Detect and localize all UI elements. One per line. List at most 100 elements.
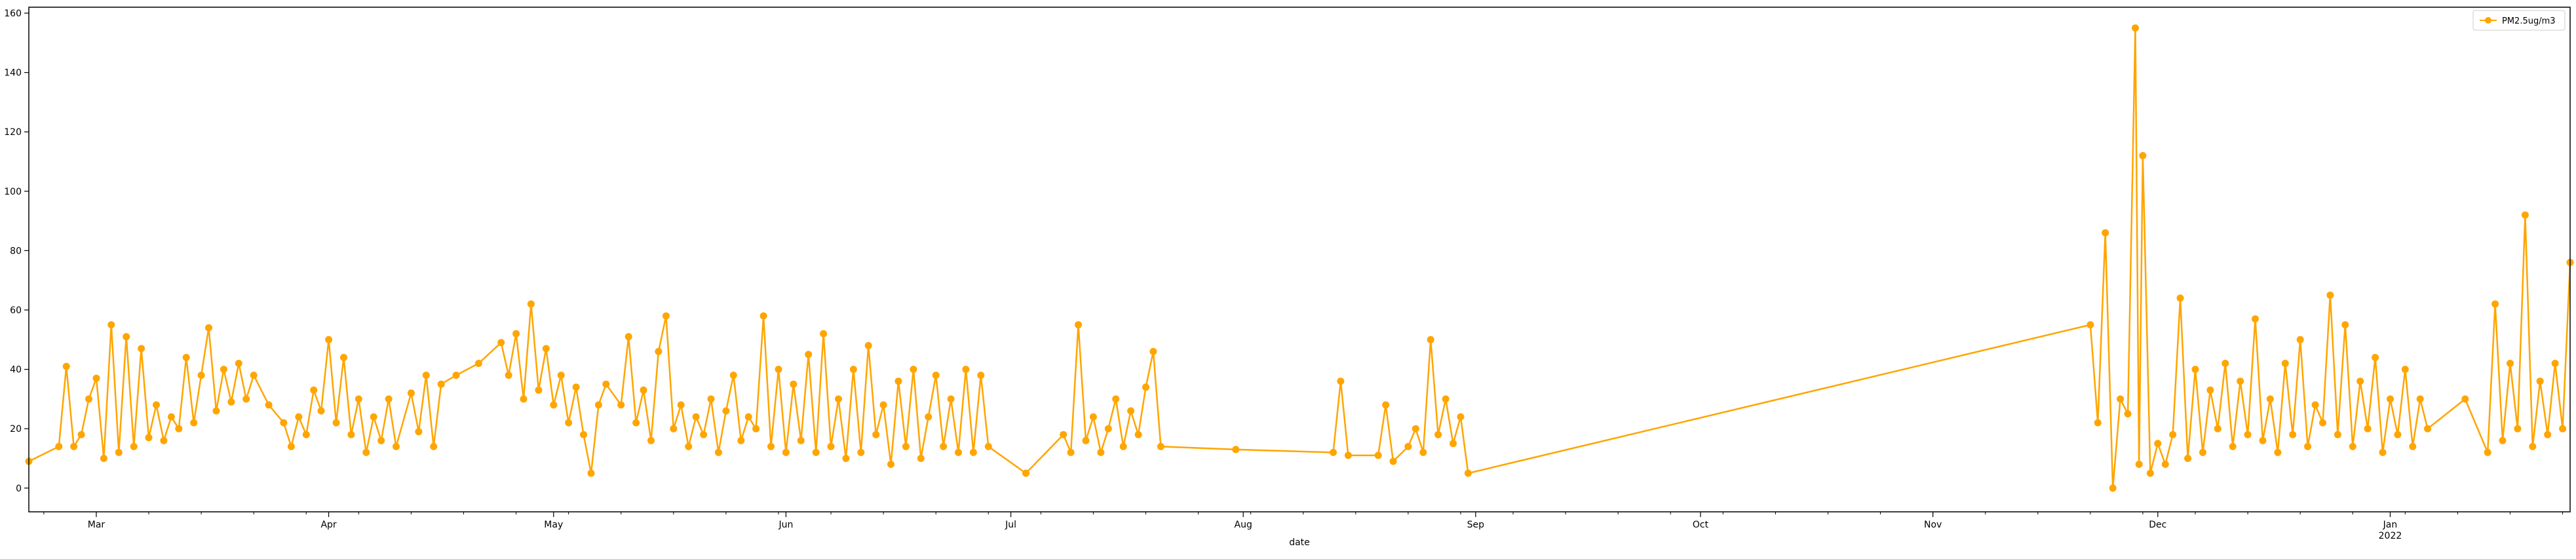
data-point xyxy=(280,419,288,427)
data-point xyxy=(1134,431,1142,438)
data-point xyxy=(1232,446,1240,453)
data-point xyxy=(1060,431,1067,438)
data-point xyxy=(1419,448,1427,456)
data-point xyxy=(625,333,632,341)
data-point xyxy=(2311,401,2319,409)
data-point xyxy=(962,366,970,374)
data-point xyxy=(2394,431,2402,438)
data-point xyxy=(2139,152,2147,159)
data-point xyxy=(722,407,730,415)
data-point xyxy=(265,401,273,409)
data-point xyxy=(2274,448,2282,456)
data-point xyxy=(2086,321,2094,329)
data-point xyxy=(2319,419,2326,427)
data-point xyxy=(85,395,92,403)
data-point xyxy=(1157,442,1164,450)
x-tick-label: Jun xyxy=(778,520,793,530)
data-point xyxy=(782,448,790,456)
data-point xyxy=(1344,452,1352,459)
data-point xyxy=(167,413,175,421)
data-point xyxy=(2244,431,2252,438)
data-point xyxy=(2521,211,2529,219)
data-point xyxy=(212,407,220,415)
data-point xyxy=(250,372,258,379)
data-point xyxy=(647,436,655,444)
x-axis-label: date xyxy=(1289,537,1310,548)
data-point xyxy=(2102,229,2109,237)
data-point xyxy=(332,419,340,427)
legend-entry-label: PM2.5ug/m3 xyxy=(2502,16,2556,26)
data-point xyxy=(295,413,303,421)
data-point xyxy=(2191,366,2199,374)
data-point xyxy=(2199,448,2206,456)
data-point xyxy=(940,442,948,450)
legend-box xyxy=(2472,10,2566,31)
data-point xyxy=(1412,425,1419,433)
x-tick-label: Apr xyxy=(320,520,336,530)
data-point xyxy=(2461,395,2469,403)
data-point xyxy=(385,395,393,403)
data-point xyxy=(227,398,235,406)
data-point xyxy=(2221,360,2229,367)
data-point xyxy=(842,455,850,462)
data-point xyxy=(984,442,992,450)
data-point xyxy=(497,339,505,347)
x-tick-label: Sep xyxy=(1467,520,1485,530)
data-point xyxy=(287,442,295,450)
data-point xyxy=(2132,24,2139,32)
data-point xyxy=(820,330,828,337)
data-point xyxy=(2334,431,2341,438)
data-point xyxy=(1442,395,1450,403)
data-point xyxy=(640,386,647,394)
data-point xyxy=(737,436,745,444)
data-point xyxy=(2176,294,2184,302)
data-point xyxy=(1450,440,1457,448)
data-point xyxy=(505,372,512,379)
data-point xyxy=(2169,431,2177,438)
data-point xyxy=(153,401,160,409)
data-point xyxy=(123,333,130,341)
data-point xyxy=(190,419,198,427)
data-point xyxy=(2401,366,2409,374)
data-point xyxy=(812,448,820,456)
data-point xyxy=(62,362,70,370)
data-point xyxy=(692,413,700,421)
data-point xyxy=(205,324,212,332)
x-tick-label: May xyxy=(544,520,563,530)
y-tick-label: 20 xyxy=(10,424,22,434)
y-tick-label: 100 xyxy=(4,187,22,197)
data-point xyxy=(2349,442,2356,450)
data-point xyxy=(2551,360,2559,367)
data-point xyxy=(864,341,872,349)
data-point xyxy=(70,442,78,450)
data-point xyxy=(894,377,902,385)
data-point xyxy=(955,448,962,456)
y-tick-label: 160 xyxy=(4,9,22,19)
data-point xyxy=(677,401,685,409)
data-point xyxy=(670,425,678,433)
data-point xyxy=(2266,395,2274,403)
data-point xyxy=(1464,469,1472,477)
x-tick-label: Mar xyxy=(88,520,106,530)
data-point xyxy=(1382,401,1390,409)
data-point xyxy=(2146,469,2154,477)
data-point xyxy=(242,395,250,403)
data-point xyxy=(130,442,138,450)
data-point xyxy=(565,419,573,427)
data-point xyxy=(879,401,887,409)
data-point xyxy=(422,372,430,379)
data-point xyxy=(2117,395,2124,403)
data-point xyxy=(872,431,880,438)
data-point xyxy=(235,360,242,367)
data-point xyxy=(729,372,737,379)
data-point xyxy=(662,312,670,320)
data-point xyxy=(1097,448,1105,456)
data-point xyxy=(587,469,595,477)
data-point xyxy=(2326,291,2334,299)
data-point xyxy=(744,413,752,421)
data-point xyxy=(355,395,362,403)
x-tick-label: Nov xyxy=(1924,520,1942,530)
data-point xyxy=(1075,321,1082,329)
data-point xyxy=(2514,425,2522,433)
